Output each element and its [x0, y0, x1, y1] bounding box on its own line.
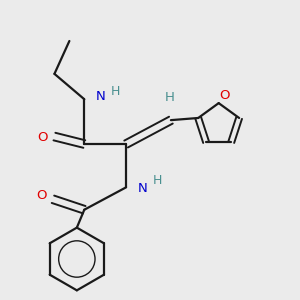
- Text: O: O: [219, 89, 229, 102]
- Text: H: H: [164, 91, 174, 104]
- Text: N: N: [138, 182, 147, 195]
- Text: H: H: [153, 174, 162, 187]
- Text: O: O: [36, 189, 47, 202]
- Text: O: O: [37, 131, 48, 144]
- Text: H: H: [111, 85, 120, 98]
- Text: N: N: [96, 90, 106, 103]
